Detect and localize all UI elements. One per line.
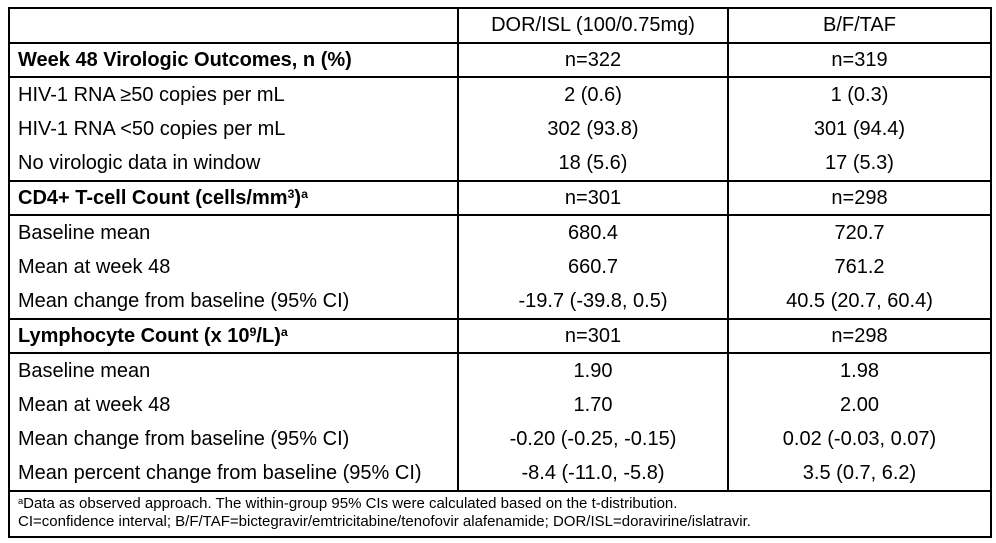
value-cell: 660.7 [457, 250, 729, 284]
value-cell: n=298 [727, 318, 992, 354]
section-title-text: Lymphocyte Count (x 10 [18, 324, 250, 347]
value-cell: n=298 [727, 180, 992, 216]
section-title: Lymphocyte Count (x 109/L)a [8, 318, 459, 354]
table-header-row: DOR/ISL (100/0.75mg) B/F/TAF [8, 8, 992, 44]
value-cell: 761.2 [727, 250, 992, 284]
table-row: HIV-1 RNA ≥50 copies per mL 2 (0.6) 1 (0… [8, 77, 992, 112]
table-row: Mean percent change from baseline (95% C… [8, 456, 992, 491]
value-cell: 40.5 (20.7, 60.4) [727, 284, 992, 319]
row-label: Baseline mean [8, 215, 459, 250]
row-label: Mean at week 48 [8, 388, 459, 422]
table-row: No virologic data in window 18 (5.6) 17 … [8, 146, 992, 181]
section-header-row: CD4+ T-cell Count (cells/mm3)a n=301 n=2… [8, 180, 992, 216]
value-cell: 302 (93.8) [457, 112, 729, 146]
value-cell: 18 (5.6) [457, 146, 729, 181]
section-title-text: /L) [256, 324, 281, 347]
section-title: Week 48 Virologic Outcomes, n (%) [8, 42, 459, 78]
table-row: Baseline mean 1.90 1.98 [8, 353, 992, 388]
footnote-cell: aData as observed approach. The within-g… [8, 490, 992, 537]
value-cell: 2.00 [727, 388, 992, 422]
section-title-text: CD4+ T-cell Count (cells/mm [18, 186, 288, 209]
section-header-row: Lymphocyte Count (x 109/L)a n=301 n=298 [8, 318, 992, 354]
value-cell: n=301 [457, 318, 729, 354]
section-title: CD4+ T-cell Count (cells/mm3)a [8, 180, 459, 216]
table-footer: aData as observed approach. The within-g… [8, 490, 992, 537]
section-title-text: Week 48 Virologic Outcomes, n (%) [18, 48, 352, 71]
footnote-line1: Data as observed approach. The within-gr… [23, 495, 678, 512]
section-virologic-outcomes: Week 48 Virologic Outcomes, n (%) n=322 … [8, 42, 992, 181]
section-cd4-count: CD4+ T-cell Count (cells/mm3)a n=301 n=2… [8, 180, 992, 319]
row-label: Mean change from baseline (95% CI) [8, 284, 459, 319]
row-label: Baseline mean [8, 353, 459, 388]
value-cell: 2 (0.6) [457, 77, 729, 112]
value-cell: 680.4 [457, 215, 729, 250]
footnote-row: aData as observed approach. The within-g… [8, 490, 992, 537]
value-cell: -0.20 (-0.25, -0.15) [457, 422, 729, 456]
table-row: Mean change from baseline (95% CI) -19.7… [8, 284, 992, 319]
row-label: Mean change from baseline (95% CI) [8, 422, 459, 456]
row-label: No virologic data in window [8, 146, 459, 181]
value-cell: 1.90 [457, 353, 729, 388]
section-header-row: Week 48 Virologic Outcomes, n (%) n=322 … [8, 42, 992, 78]
column-header-bftaf: B/F/TAF [727, 8, 992, 44]
outcomes-table: DOR/ISL (100/0.75mg) B/F/TAF Week 48 Vir… [8, 7, 992, 538]
table-row: Mean change from baseline (95% CI) -0.20… [8, 422, 992, 456]
column-header-empty [8, 8, 459, 44]
value-cell: -19.7 (-39.8, 0.5) [457, 284, 729, 319]
superscript: 9 [249, 324, 257, 339]
value-cell: n=301 [457, 180, 729, 216]
value-cell: 720.7 [727, 215, 992, 250]
value-cell: 1.70 [457, 388, 729, 422]
value-cell: 1 (0.3) [727, 77, 992, 112]
footnote-line2: CI=confidence interval; B/F/TAF=bictegra… [18, 513, 751, 530]
superscript: a [301, 186, 308, 201]
section-title-text: ) [294, 186, 302, 209]
value-cell: 17 (5.3) [727, 146, 992, 181]
value-cell: 3.5 (0.7, 6.2) [727, 456, 992, 491]
table-row: Baseline mean 680.4 720.7 [8, 215, 992, 250]
section-lymphocyte-count: Lymphocyte Count (x 109/L)a n=301 n=298 … [8, 318, 992, 491]
superscript: a [280, 324, 288, 339]
superscript: 3 [287, 186, 295, 201]
table-row: Mean at week 48 660.7 761.2 [8, 250, 992, 284]
table-row: Mean at week 48 1.70 2.00 [8, 388, 992, 422]
row-label: HIV-1 RNA ≥50 copies per mL [8, 77, 459, 112]
value-cell: n=319 [727, 42, 992, 78]
value-cell: n=322 [457, 42, 729, 78]
value-cell: 1.98 [727, 353, 992, 388]
column-header-dor-isl: DOR/ISL (100/0.75mg) [457, 8, 729, 44]
value-cell: 301 (94.4) [727, 112, 992, 146]
value-cell: 0.02 (-0.03, 0.07) [727, 422, 992, 456]
row-label: Mean percent change from baseline (95% C… [8, 456, 459, 491]
table-row: HIV-1 RNA <50 copies per mL 302 (93.8) 3… [8, 112, 992, 146]
footnote-superscript: a [18, 495, 24, 506]
value-cell: -8.4 (-11.0, -5.8) [457, 456, 729, 491]
row-label: Mean at week 48 [8, 250, 459, 284]
row-label: HIV-1 RNA <50 copies per mL [8, 112, 459, 146]
